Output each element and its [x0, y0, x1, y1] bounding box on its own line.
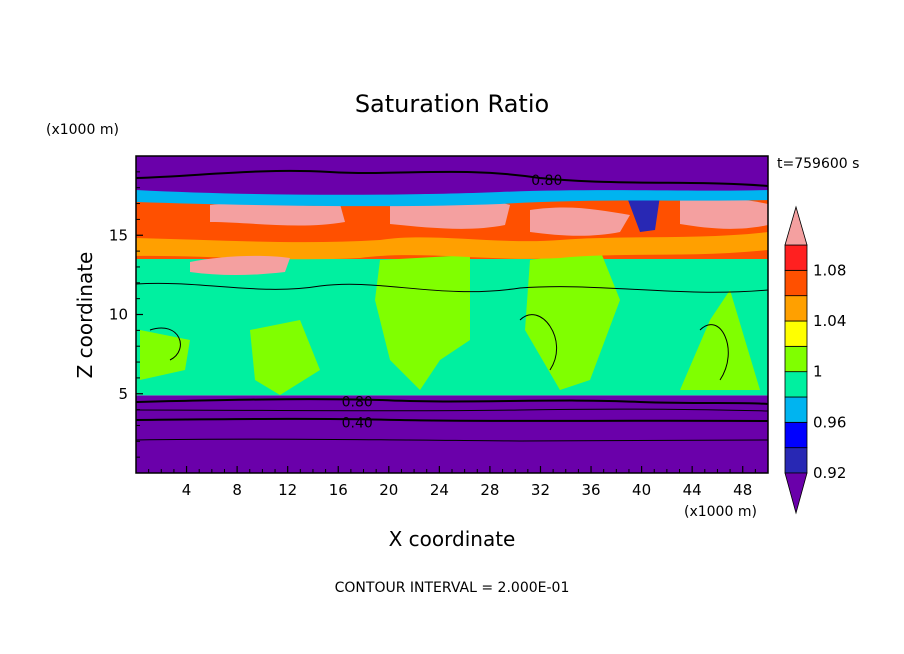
x-tick-label: 32 — [531, 481, 550, 499]
colorbar-tick-label: 1 — [813, 363, 823, 381]
contour-line — [149, 314, 729, 381]
contour-interval-footer: CONTOUR INTERVAL = 2.000E-01 — [335, 580, 570, 596]
field-region — [136, 395, 768, 473]
x-tick-label: 4 — [182, 481, 192, 499]
x-tick-label: 24 — [430, 481, 449, 499]
contour-line — [136, 438, 768, 442]
x-tick-label: 12 — [278, 481, 297, 499]
chart-title: Saturation Ratio — [355, 90, 549, 118]
colorbar-bin — [784, 244, 808, 271]
x-tick-label: 28 — [480, 481, 499, 499]
y-tick-label: 15 — [109, 226, 128, 244]
contour-label: 0.80 — [342, 395, 373, 411]
y-units-label: (x1000 m) — [46, 122, 119, 138]
x-tick-label: 48 — [733, 481, 752, 499]
field-region — [136, 156, 768, 196]
pink-band — [680, 197, 768, 229]
x-tick-label: 20 — [379, 481, 398, 499]
colorbar-bin — [784, 269, 808, 297]
colorbar-bin — [784, 447, 808, 474]
x-units-label: (x1000 m) — [684, 504, 757, 520]
colorbar-bin — [784, 371, 808, 398]
colorbar-bin — [784, 345, 808, 373]
x-tick-label: 36 — [581, 481, 600, 499]
contour-line — [136, 282, 768, 293]
orange-band — [136, 232, 768, 260]
lime-cloud-patch — [680, 290, 760, 390]
x-tick-label: 8 — [232, 481, 242, 499]
contour-line-0-80 — [136, 169, 768, 187]
colorbar-bin — [784, 295, 808, 322]
x-tick-label: 16 — [329, 481, 348, 499]
lime-cloud-patch — [375, 255, 470, 390]
time-label: t=759600 s — [777, 156, 859, 172]
blue-gap — [628, 196, 660, 232]
pink-band — [530, 207, 630, 236]
colorbar-bin — [784, 421, 808, 449]
contour-line-0-80 — [136, 398, 768, 405]
colorbar-tick-label: 1.08 — [813, 261, 846, 279]
contour-label: 0.80 — [531, 173, 562, 189]
cyan-edge — [136, 190, 768, 207]
contour-line-0-40 — [136, 417, 768, 422]
lime-cloud-patch — [250, 320, 320, 395]
colorbar-tick-label: 0.92 — [813, 464, 846, 482]
lime-cloud-patch — [525, 250, 620, 390]
x-tick-label: 44 — [683, 481, 702, 499]
lime-cloud-patch — [140, 330, 190, 380]
colorbar-tick-label: 1.04 — [813, 312, 846, 330]
colorbar-bin — [784, 320, 808, 347]
x-axis-label: X coordinate — [389, 527, 516, 551]
pink-band — [210, 202, 345, 226]
y-tick-label: 10 — [109, 306, 128, 324]
colorbar-bin — [784, 396, 808, 423]
colorbar-max-extension — [784, 205, 808, 246]
colorbar-min-extension — [784, 472, 808, 515]
contour-line — [136, 408, 768, 412]
y-axis-label: Z coordinate — [73, 252, 97, 379]
contour-label: 0.40 — [342, 415, 373, 431]
y-tick-label: 5 — [118, 385, 128, 403]
colorbar-tick-label: 0.96 — [813, 413, 846, 431]
plot-field — [136, 156, 768, 473]
x-tick-label: 40 — [632, 481, 651, 499]
pink-streak — [190, 255, 290, 275]
